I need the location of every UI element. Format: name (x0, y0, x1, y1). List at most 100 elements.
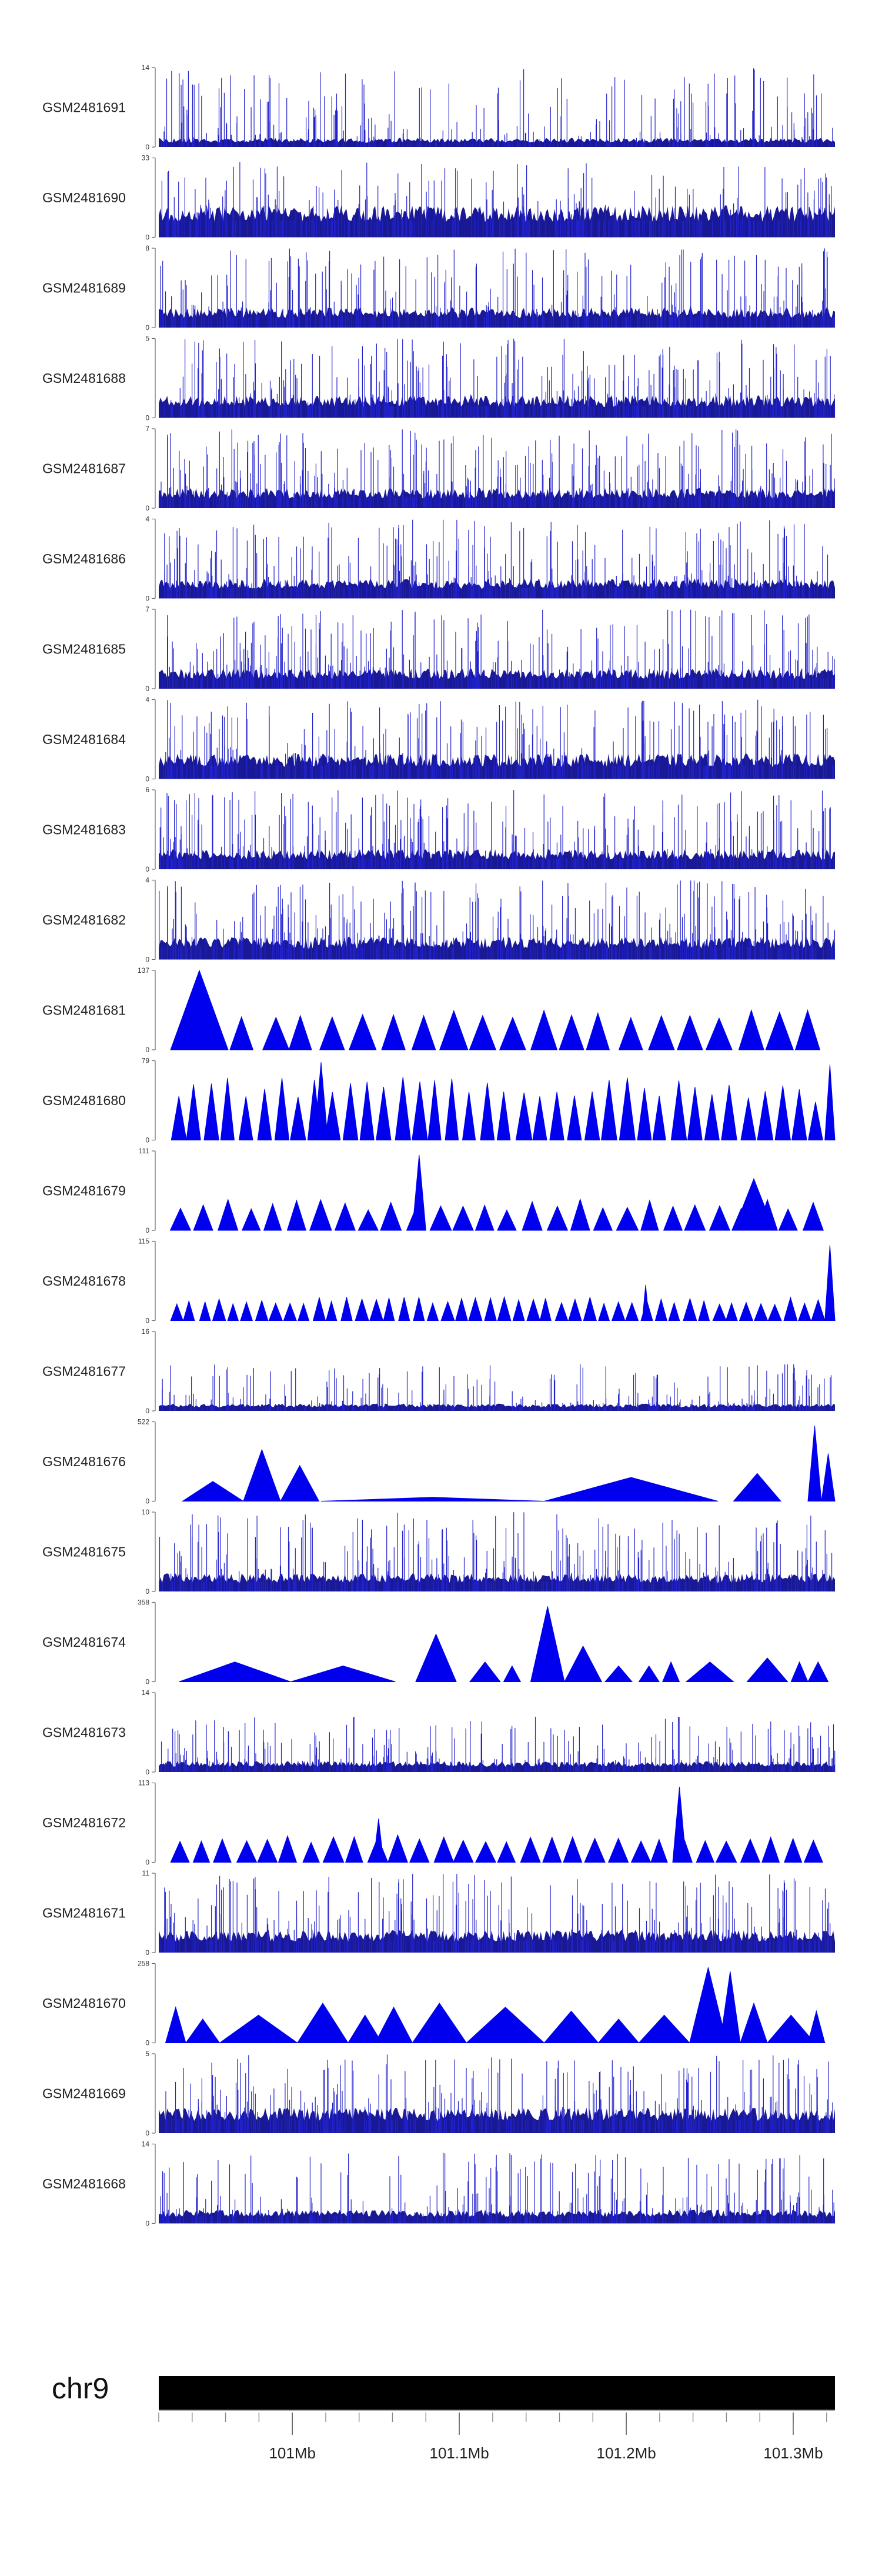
coverage-spikes (164, 519, 831, 599)
peak-triangle (462, 1092, 476, 1140)
y-max-label: 14 (142, 64, 150, 72)
track-GSM2481680: GSM2481680 79 0 (42, 1057, 836, 1144)
peak-triangle (654, 1298, 667, 1321)
y-min-label: 0 (145, 1587, 149, 1596)
peak-triangle (684, 1204, 706, 1231)
peak-triangle (530, 1606, 565, 1682)
peak-triangle (179, 1661, 291, 1682)
y-min-label: 0 (145, 2039, 149, 2047)
peak-triangle (630, 1840, 652, 1863)
peak-triangle (348, 2014, 383, 2043)
peak-triangle (439, 1009, 469, 1050)
peak-triangle (515, 1092, 533, 1140)
peak-triangle (807, 1661, 829, 1682)
coverage-spikes (161, 68, 833, 147)
peak-triangle (320, 1497, 544, 1501)
y-max-label: 4 (145, 876, 149, 885)
peak-triangle (412, 1082, 428, 1140)
y-max-label: 14 (142, 2140, 150, 2148)
peak-triangle (715, 1840, 737, 1863)
peak-triangle (334, 1202, 356, 1231)
track-label: GSM2481687 (42, 461, 126, 476)
track-label: GSM2481683 (42, 822, 126, 837)
chromosome-label: chr9 (52, 2372, 109, 2405)
track-GSM2481686: GSM2481686 4 0 (42, 515, 835, 603)
peak-triangle (170, 969, 229, 1050)
peak-triangle (375, 2006, 413, 2043)
peak-triangle (554, 1302, 569, 1321)
peak-triangle (453, 1839, 474, 1863)
peak-triangle (650, 1838, 668, 1863)
peak-triangle (530, 1009, 558, 1050)
coverage-spikes (159, 1717, 836, 1772)
y-max-label: 14 (142, 1689, 150, 1697)
y-min-label: 0 (145, 1136, 149, 1144)
y-min-label: 0 (145, 1317, 149, 1325)
y-max-label: 4 (145, 696, 149, 704)
peak-triangle (584, 1091, 600, 1140)
track-GSM2481687: GSM2481687 7 0 (42, 425, 835, 512)
peak-triangle (499, 1016, 526, 1050)
y-min-label: 0 (145, 1046, 149, 1054)
peak-triangle (696, 1840, 715, 1863)
track-label: GSM2481678 (42, 1273, 126, 1289)
peak-triangle (754, 1303, 769, 1321)
position-tick-label: 101Mb (269, 2444, 316, 2462)
peak-triangle (381, 1013, 406, 1050)
peak-triangle (802, 1202, 824, 1231)
peak-triangle (170, 1840, 190, 1863)
track-GSM2481684: GSM2481684 4 0 (42, 696, 835, 783)
peak-triangle (739, 1302, 754, 1321)
peak-triangle (676, 1015, 703, 1050)
peak-triangle (583, 1296, 597, 1321)
peak-triangle (546, 1205, 569, 1231)
peak-triangle (544, 1477, 719, 1501)
peak-triangle (262, 1016, 290, 1050)
y-max-label: 258 (138, 1960, 149, 1968)
track-label: GSM2481681 (42, 1003, 126, 1018)
peak-triangle (712, 1303, 727, 1321)
peak-triangle (503, 1665, 522, 1682)
peak-triangle (698, 1299, 710, 1321)
y-max-label: 79 (142, 1057, 150, 1065)
y-min-label: 0 (145, 143, 149, 151)
peak-triangle (790, 1661, 808, 1682)
track-label: GSM2481689 (42, 281, 126, 296)
peak-triangle (238, 1096, 253, 1140)
peak-triangle (778, 1208, 798, 1231)
peak-triangle (313, 1062, 329, 1140)
peak-triangle (218, 1198, 239, 1231)
y-max-label: 10 (142, 1508, 150, 1516)
peak-triangle (593, 1207, 613, 1231)
peak-triangle (373, 1818, 384, 1863)
peak-triangle (199, 1300, 211, 1321)
track-GSM2481688: GSM2481688 5 0 (42, 335, 836, 422)
y-min-label: 0 (145, 504, 149, 512)
peak-triangle (672, 1787, 687, 1863)
peak-triangle (440, 1300, 455, 1321)
peak-triangle (807, 1426, 822, 1501)
track-label: GSM2481680 (42, 1093, 126, 1108)
peak-triangle (520, 1836, 541, 1863)
peak-triangle (662, 1661, 680, 1682)
peak-triangle (283, 1302, 297, 1321)
peak-triangle (324, 1092, 341, 1140)
y-min-label: 0 (145, 2220, 149, 2228)
peak-triangle (740, 1097, 756, 1140)
y-min-label: 0 (145, 595, 149, 603)
peak-triangle (619, 1077, 636, 1140)
track-label: GSM2481674 (42, 1634, 126, 1650)
y-max-label: 113 (138, 1779, 149, 1787)
peak-triangle (296, 2003, 349, 2043)
track-GSM2481685: GSM2481685 7 0 (42, 605, 835, 693)
coverage-band (159, 138, 835, 147)
y-max-label: 8 (145, 244, 149, 252)
coverage-band (159, 2107, 835, 2133)
peak-triangle (767, 1303, 782, 1321)
y-min-label: 0 (145, 1407, 149, 1415)
peak-triangle (348, 1013, 377, 1050)
coverage-spikes (162, 609, 835, 689)
peak-triangle (412, 1154, 426, 1231)
y-min-label: 0 (145, 1858, 149, 1867)
y-max-label: 7 (145, 425, 149, 433)
